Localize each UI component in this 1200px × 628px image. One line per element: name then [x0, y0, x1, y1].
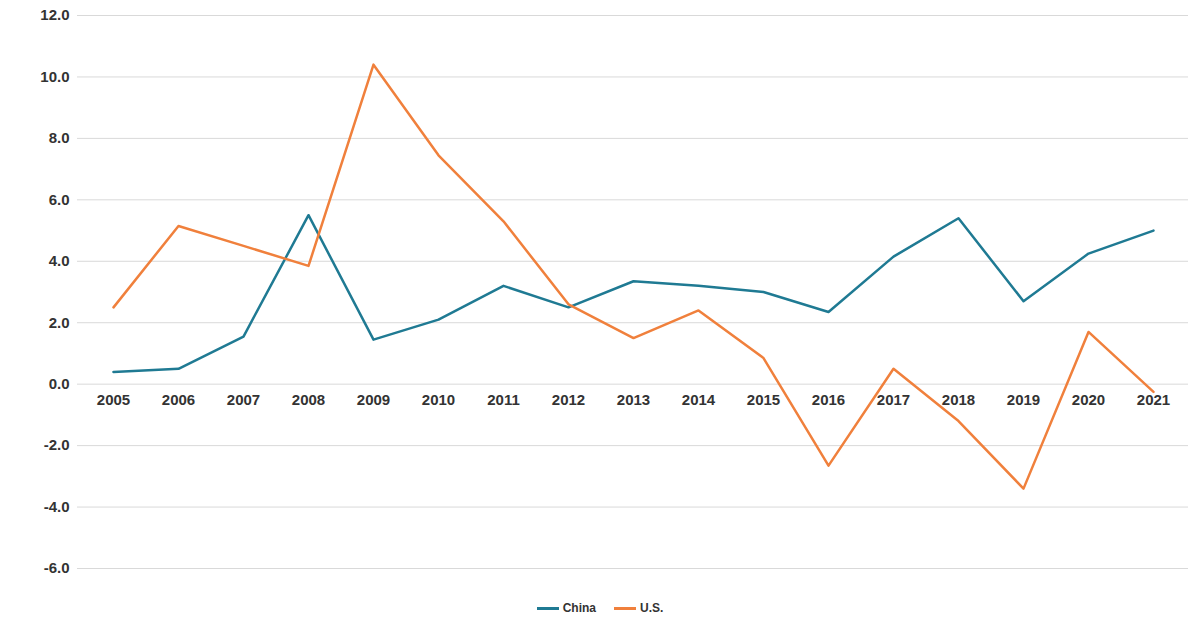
svg-text:2014: 2014	[682, 391, 716, 408]
svg-text:2021: 2021	[1137, 391, 1170, 408]
svg-text:2013: 2013	[617, 391, 650, 408]
svg-text:2012: 2012	[552, 391, 585, 408]
svg-text:2017: 2017	[877, 391, 910, 408]
svg-text:2006: 2006	[162, 391, 195, 408]
svg-text:2008: 2008	[292, 391, 325, 408]
svg-text:2016: 2016	[812, 391, 845, 408]
svg-text:2020: 2020	[1072, 391, 1105, 408]
svg-text:2.0: 2.0	[49, 314, 70, 331]
html-text:U.S.: U.S.	[640, 601, 664, 615]
svg-text:0.0: 0.0	[49, 375, 70, 392]
svg-text:2010: 2010	[422, 391, 455, 408]
svg-text:2015: 2015	[747, 391, 780, 408]
svg-text:10.0: 10.0	[40, 68, 69, 85]
svg-text:2018: 2018	[942, 391, 975, 408]
svg-text:2011: 2011	[487, 391, 520, 408]
svg-text:2007: 2007	[227, 391, 260, 408]
svg-text:4.0: 4.0	[49, 252, 70, 269]
svg-text:-2.0: -2.0	[44, 436, 70, 453]
svg-text:-4.0: -4.0	[44, 498, 70, 515]
svg-text:8.0: 8.0	[49, 129, 70, 146]
html-text:China: China	[562, 601, 596, 615]
svg-text:2009: 2009	[357, 391, 390, 408]
svg-text:6.0: 6.0	[49, 191, 70, 208]
svg-text:2019: 2019	[1007, 391, 1040, 408]
svg-text:2005: 2005	[97, 391, 130, 408]
svg-text:12.0: 12.0	[40, 6, 69, 23]
svg-text:-6.0: -6.0	[44, 559, 70, 576]
